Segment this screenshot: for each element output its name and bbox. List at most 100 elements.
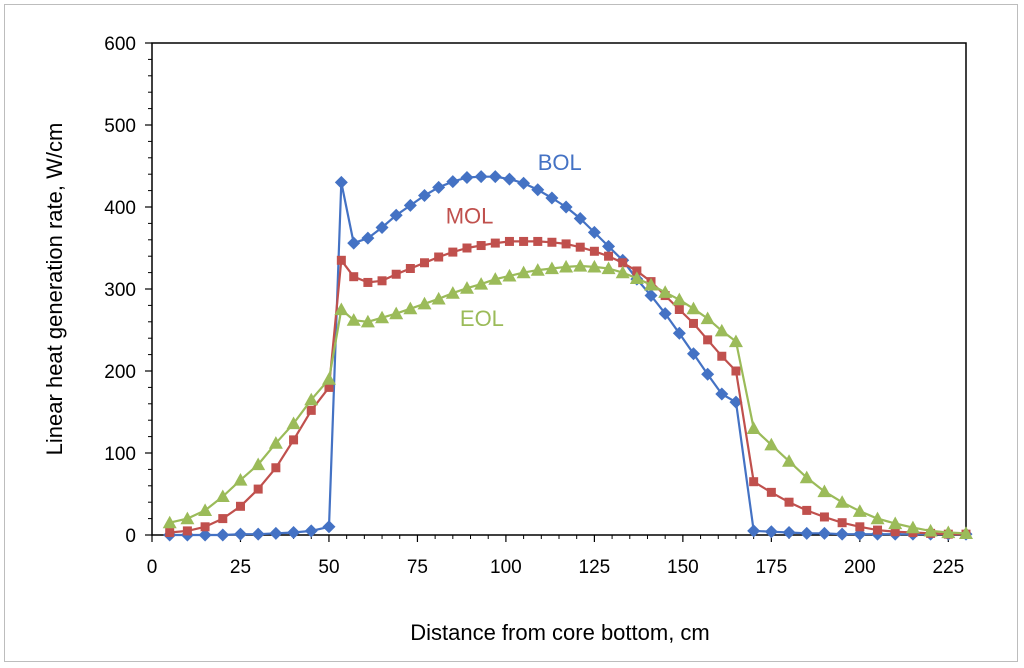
data-point — [959, 526, 973, 539]
data-point — [923, 523, 938, 537]
data-point — [587, 225, 601, 239]
data-point — [502, 172, 516, 186]
x-tick-label: 75 — [407, 557, 428, 578]
data-point — [561, 239, 571, 249]
data-point — [703, 335, 713, 345]
data-point — [700, 311, 715, 325]
series-label-mol: MOL — [446, 203, 494, 228]
data-point — [658, 307, 672, 321]
data-point — [575, 242, 585, 252]
data-point — [488, 272, 503, 285]
data-point — [688, 318, 698, 328]
data-point — [304, 524, 318, 538]
data-point — [434, 252, 444, 262]
y-tick-label: 500 — [104, 116, 136, 137]
data-point — [502, 268, 517, 282]
series-line-mol — [169, 240, 966, 536]
y-tick-label: 0 — [125, 526, 136, 547]
data-point — [799, 470, 814, 484]
data-point — [182, 526, 192, 536]
data-point — [533, 236, 543, 246]
chart-frame — [4, 4, 1018, 662]
data-point — [764, 525, 778, 539]
data-point — [888, 516, 903, 530]
data-point — [418, 189, 432, 203]
y-tick-label: 200 — [104, 362, 136, 383]
data-point — [531, 183, 545, 197]
data-point — [573, 259, 588, 272]
data-point — [448, 247, 458, 257]
series-label-eol: EOL — [460, 306, 504, 331]
data-point — [601, 261, 616, 275]
data-point — [800, 526, 814, 540]
data-point — [516, 265, 531, 279]
series-bol — [163, 170, 973, 542]
data-point — [474, 277, 489, 290]
data-point — [200, 522, 210, 532]
plot-axes: 0 100 200 300 400 500 600 0 25 50 75 100 125 150 175 20… — [104, 34, 967, 578]
data-point — [766, 487, 776, 497]
data-point — [391, 269, 401, 279]
x-tick-label: 125 — [579, 557, 611, 578]
series-layer — [162, 170, 973, 542]
data-point — [459, 281, 474, 294]
data-point — [530, 263, 545, 276]
data-point — [717, 351, 727, 361]
plot-area-border — [151, 42, 967, 536]
data-point — [306, 405, 316, 415]
data-point — [890, 527, 900, 537]
data-point — [728, 334, 743, 348]
data-point — [334, 302, 349, 316]
data-point — [289, 435, 299, 445]
data-point — [629, 271, 644, 284]
x-tick-label: 100 — [490, 557, 522, 578]
data-point — [346, 313, 361, 326]
data-point — [474, 170, 488, 184]
data-point — [403, 198, 417, 212]
data-point — [747, 524, 761, 538]
data-point — [749, 477, 759, 487]
series-eol — [162, 259, 973, 539]
data-point — [405, 264, 415, 273]
x-tick-label: 175 — [755, 557, 787, 578]
data-point — [764, 437, 779, 451]
data-point — [729, 395, 743, 409]
data-point — [746, 421, 761, 434]
data-point — [432, 180, 446, 194]
data-point — [251, 527, 265, 541]
data-point — [476, 241, 486, 251]
data-point — [644, 289, 658, 303]
data-point — [215, 489, 230, 503]
y-tick-label: 400 — [104, 198, 136, 219]
data-point — [784, 497, 794, 507]
x-tick-label: 50 — [318, 557, 339, 578]
data-point — [632, 266, 642, 276]
data-point — [271, 463, 281, 473]
data-point — [644, 277, 659, 291]
annotation-layer: BOL MOL EOL — [446, 150, 582, 331]
data-point — [672, 326, 686, 340]
data-point — [559, 259, 574, 273]
data-point — [403, 301, 418, 315]
data-point — [218, 514, 228, 524]
data-point — [389, 306, 404, 320]
data-point — [321, 372, 336, 385]
data-point — [504, 236, 514, 246]
data-point — [855, 522, 865, 532]
data-point — [286, 416, 301, 430]
y-axis-title: Linear heat generation rate, W/cm — [42, 123, 67, 456]
data-point — [162, 515, 177, 529]
data-point — [819, 512, 829, 522]
data-point — [686, 347, 700, 361]
data-point — [802, 505, 812, 515]
data-point — [462, 243, 472, 253]
data-point — [233, 473, 248, 486]
data-point — [334, 175, 348, 189]
data-point — [672, 292, 687, 306]
y-tick-label: 100 — [104, 444, 136, 465]
y-tick-label: 600 — [104, 34, 136, 55]
data-point — [618, 258, 628, 268]
data-point — [235, 501, 245, 511]
data-point — [269, 526, 283, 540]
